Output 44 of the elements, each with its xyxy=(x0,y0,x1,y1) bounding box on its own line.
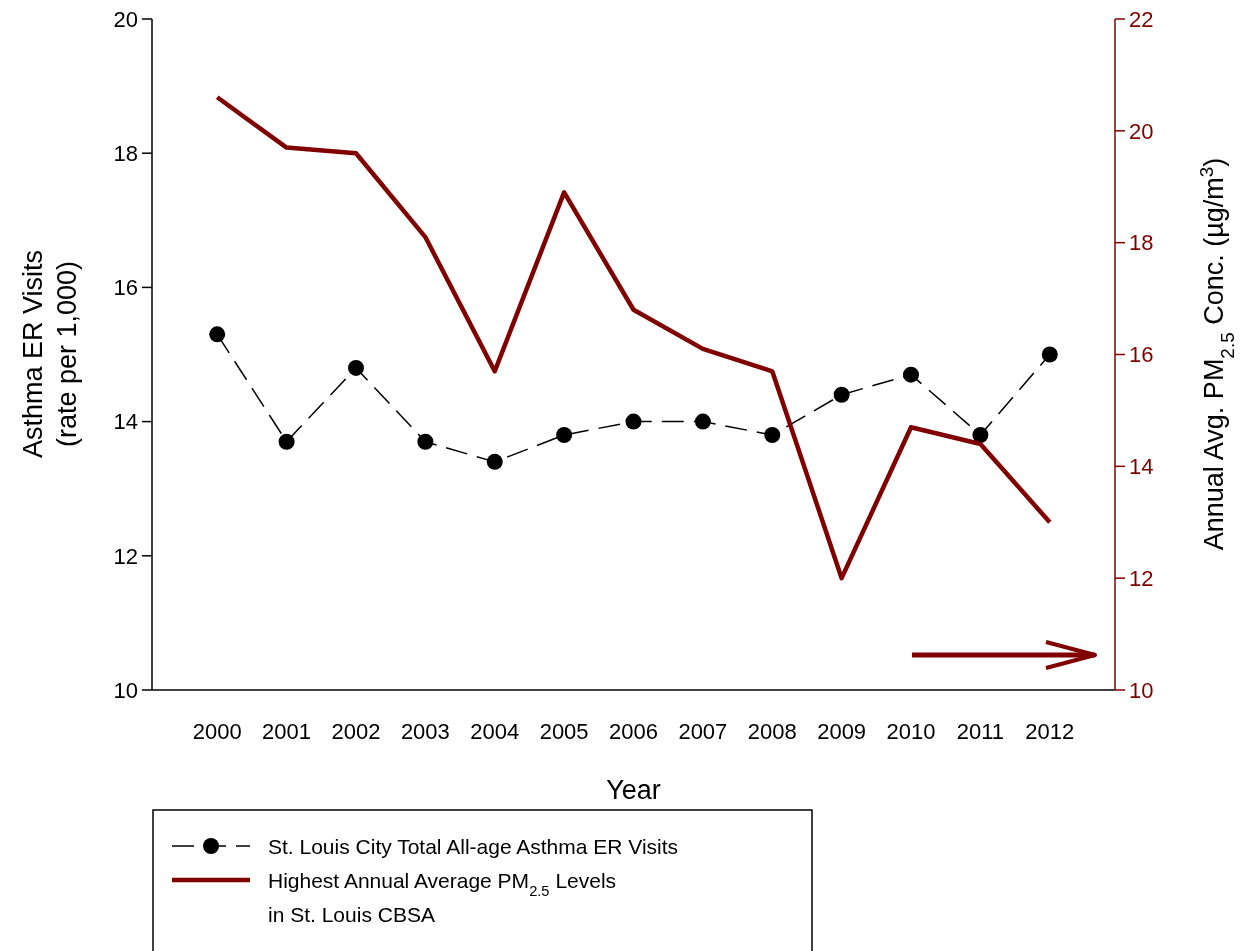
x-tick-label: 2007 xyxy=(678,719,728,744)
point xyxy=(556,427,573,444)
text: Highest Annual Average PM$_{2.5}$ Levels in St. Louis CBSA xyxy=(268,869,617,926)
x-tick-label: 2006 xyxy=(609,719,658,744)
x-tick-label: 2008 xyxy=(747,719,797,744)
x-tick-label: 2004 xyxy=(470,719,520,744)
x-tick-label: 2010 xyxy=(886,719,936,744)
y2-tick-label: 20 xyxy=(1129,118,1154,144)
x-tick-label: 2005 xyxy=(539,719,589,744)
y-tick-label: 20 xyxy=(113,6,138,32)
point xyxy=(625,413,642,430)
y-tick-label: 12 xyxy=(113,543,138,569)
legend-label: St. Louis City Total All-age Asthma ER Visits xyxy=(268,835,679,858)
point xyxy=(764,427,781,444)
y2-tick-label: 14 xyxy=(1129,454,1154,480)
x-tick-label: 2009 xyxy=(817,719,867,744)
x-tick-label: 2003 xyxy=(400,719,450,744)
point xyxy=(486,453,503,470)
y2-tick-label: 10 xyxy=(1129,677,1154,703)
point xyxy=(903,366,920,383)
point xyxy=(1041,346,1058,363)
y2-tick-label: 16 xyxy=(1129,342,1154,368)
x-tick-label: 2011 xyxy=(956,719,1005,744)
point xyxy=(417,433,434,450)
y-axis-title: Asthma ER Visits (rate per 1,000) xyxy=(18,249,82,459)
y-tick-label: 10 xyxy=(113,677,138,703)
line-series xyxy=(214,95,1053,581)
point xyxy=(694,413,711,430)
x-tick-label: 2000 xyxy=(192,719,242,744)
y-tick-label: 18 xyxy=(113,140,138,166)
x-tick-label: 2001 xyxy=(262,719,312,744)
y2-tick-label: 12 xyxy=(1129,565,1154,591)
y2-tick-label: 22 xyxy=(1129,6,1154,32)
point xyxy=(278,433,295,450)
y-tick-label: 16 xyxy=(113,275,138,301)
point xyxy=(833,386,850,403)
point xyxy=(209,326,226,343)
x-tick-label: 2002 xyxy=(331,719,381,744)
x-axis-title: Year xyxy=(606,775,661,805)
y2-tick-label: 18 xyxy=(1129,230,1154,256)
y-tick-label: 14 xyxy=(113,409,138,435)
point xyxy=(347,359,364,376)
point xyxy=(972,427,989,444)
x-tick-label: 2012 xyxy=(1025,719,1075,744)
